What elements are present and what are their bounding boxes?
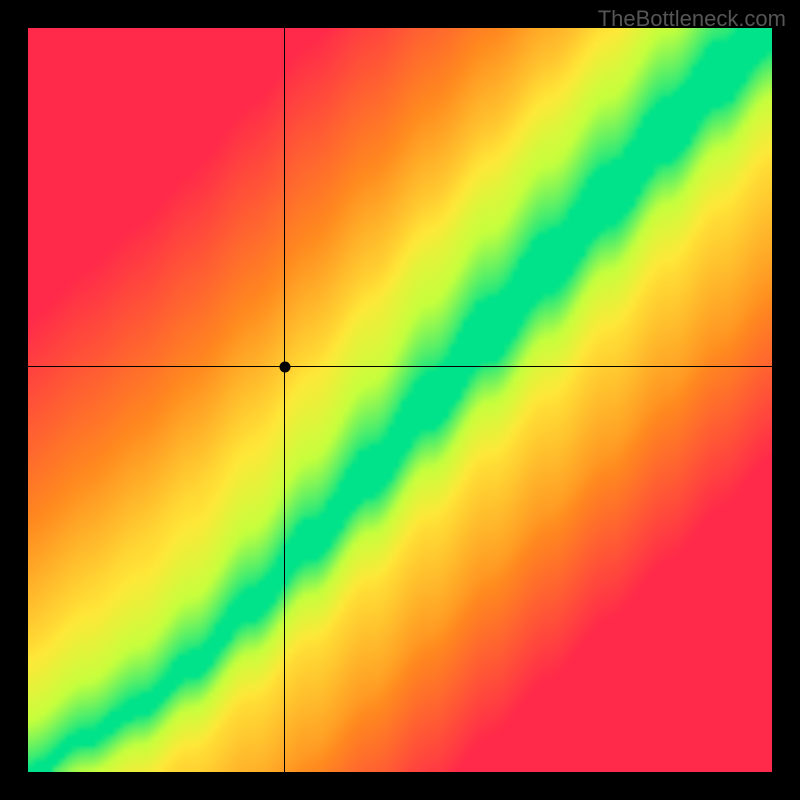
heatmap-canvas <box>28 28 772 772</box>
chart-container: TheBottleneck.com <box>0 0 800 800</box>
crosshair-horizontal <box>28 366 772 367</box>
crosshair-vertical <box>284 28 285 772</box>
watermark-text: TheBottleneck.com <box>598 6 786 32</box>
plot-area <box>28 28 772 772</box>
crosshair-marker <box>279 361 290 372</box>
